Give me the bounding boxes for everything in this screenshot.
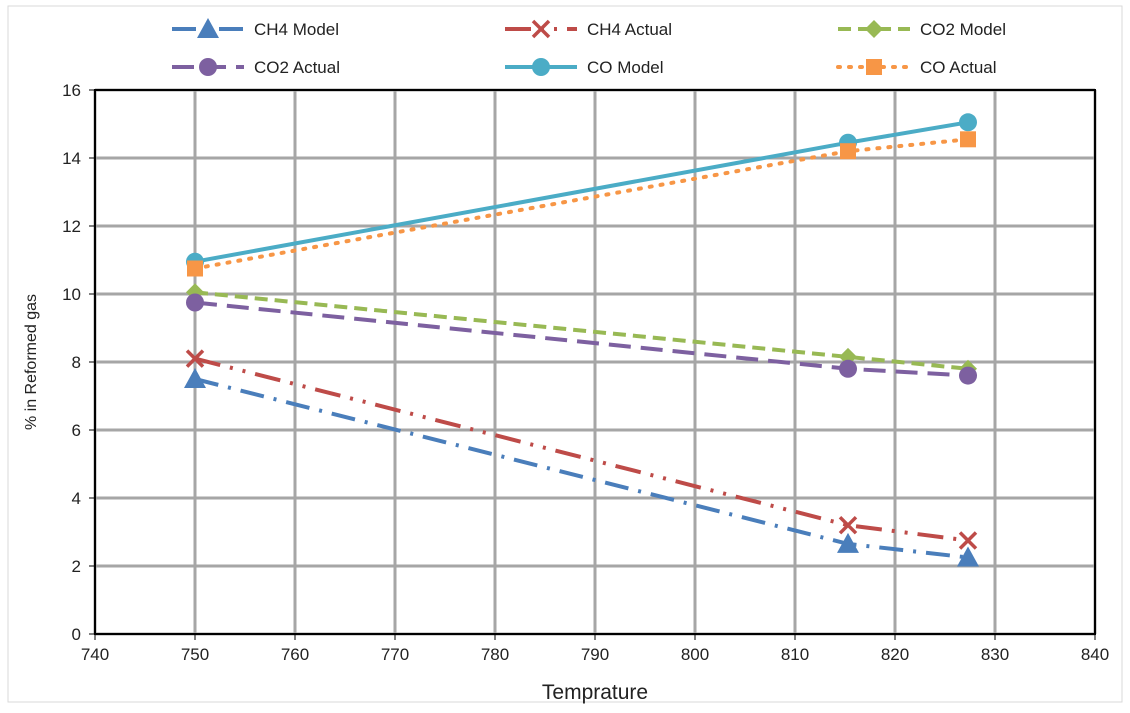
data-point-co2-actual <box>959 366 977 385</box>
series-ch4-actual <box>185 349 978 550</box>
y-tick-label: 6 <box>72 421 81 440</box>
legend-item-co-actual: CO Actual <box>836 58 997 77</box>
data-point-co2-actual <box>839 359 857 378</box>
series-co-actual <box>187 131 976 277</box>
x-tick-label: 810 <box>781 645 809 664</box>
legend-marker-icon <box>866 59 882 75</box>
y-tick-label: 8 <box>72 353 81 372</box>
x-tick-label: 750 <box>181 645 209 664</box>
legend-label: CH4 Actual <box>587 20 672 39</box>
legend-label: CO Model <box>587 58 664 77</box>
y-tick-label: 12 <box>62 217 81 236</box>
y-tick-label: 0 <box>72 625 81 644</box>
y-tick-label: 16 <box>62 81 81 100</box>
series-ch4-model <box>184 368 979 567</box>
x-tick-label: 830 <box>981 645 1009 664</box>
legend-label: CO Actual <box>920 58 997 77</box>
y-tick-label: 2 <box>72 557 81 576</box>
legend-marker-icon <box>865 20 883 38</box>
legend-marker-icon <box>199 58 217 76</box>
x-tick-label: 770 <box>381 645 409 664</box>
legend-label: CO2 Actual <box>254 58 340 77</box>
x-tick-label: 740 <box>81 645 109 664</box>
legend-marker-icon <box>197 18 219 38</box>
data-point-ch4-model <box>837 532 859 553</box>
y-tick-label: 10 <box>62 285 81 304</box>
data-point-co2-actual <box>186 293 204 312</box>
data-point-co-actual <box>840 143 856 160</box>
x-tick-label: 840 <box>1081 645 1109 664</box>
x-tick-label: 780 <box>481 645 509 664</box>
data-point-ch4-actual <box>958 531 978 550</box>
y-axis-label: % in Reformed gas <box>23 294 40 430</box>
legend-item-co2-actual: CO2 Actual <box>172 58 340 77</box>
legend-marker-icon <box>531 19 551 39</box>
series-co2-actual <box>186 293 977 385</box>
data-point-co-actual <box>960 131 976 148</box>
x-tick-label: 760 <box>281 645 309 664</box>
x-tick-label: 820 <box>881 645 909 664</box>
legend-item-co-model: CO Model <box>505 58 664 77</box>
legend-label: CO2 Model <box>920 20 1006 39</box>
legend-item-co2-model: CO2 Model <box>838 20 1006 39</box>
legend-item-ch4-model: CH4 Model <box>172 18 339 39</box>
x-tick-label: 800 <box>681 645 709 664</box>
data-point-ch4-actual <box>838 515 858 535</box>
data-point-ch4-model <box>184 368 206 388</box>
x-axis-label: Temprature <box>542 681 648 704</box>
series-line-ch4-actual <box>194 356 969 543</box>
legend-marker-icon <box>532 58 550 76</box>
x-tick-label: 790 <box>581 645 609 664</box>
legend-item-ch4-actual: CH4 Actual <box>505 19 672 39</box>
data-point-ch4-actual <box>185 349 205 368</box>
data-point-co-model <box>959 113 977 132</box>
y-tick-label: 4 <box>72 489 81 508</box>
data-point-co-actual <box>187 260 203 277</box>
y-tick-label: 14 <box>62 149 81 168</box>
legend-label: CH4 Model <box>254 20 339 39</box>
data-point-ch4-model <box>957 546 979 567</box>
